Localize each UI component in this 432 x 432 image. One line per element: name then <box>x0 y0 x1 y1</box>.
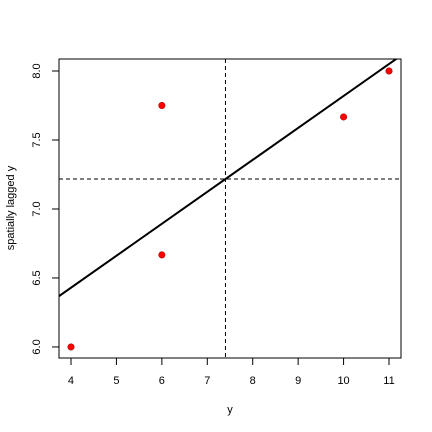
point <box>158 251 166 259</box>
x-tick-label: 4 <box>68 375 74 387</box>
x-tick-label: 7 <box>204 375 210 387</box>
x-axis-label: y <box>227 404 233 416</box>
point <box>385 67 393 75</box>
x-tick-label: 6 <box>159 375 165 387</box>
point <box>158 101 166 109</box>
y-tick-label: 6.5 <box>31 270 43 285</box>
y-tick-label: 7.0 <box>31 201 43 216</box>
plot-frame <box>58 58 402 359</box>
x-tick-label: 5 <box>113 375 119 387</box>
y-axis-label: spatially lagged y <box>5 165 17 250</box>
x-tick-label: 9 <box>295 375 301 387</box>
x-tick-label: 8 <box>250 375 256 387</box>
point <box>340 113 348 121</box>
y-tick-label: 8.0 <box>31 63 43 78</box>
fit-line <box>59 59 398 297</box>
x-tick-label: 11 <box>383 375 394 387</box>
point <box>67 343 75 351</box>
y-tick-label: 6.0 <box>31 339 43 354</box>
x-tick-label: 10 <box>337 375 349 387</box>
y-tick-label: 7.5 <box>31 132 43 147</box>
